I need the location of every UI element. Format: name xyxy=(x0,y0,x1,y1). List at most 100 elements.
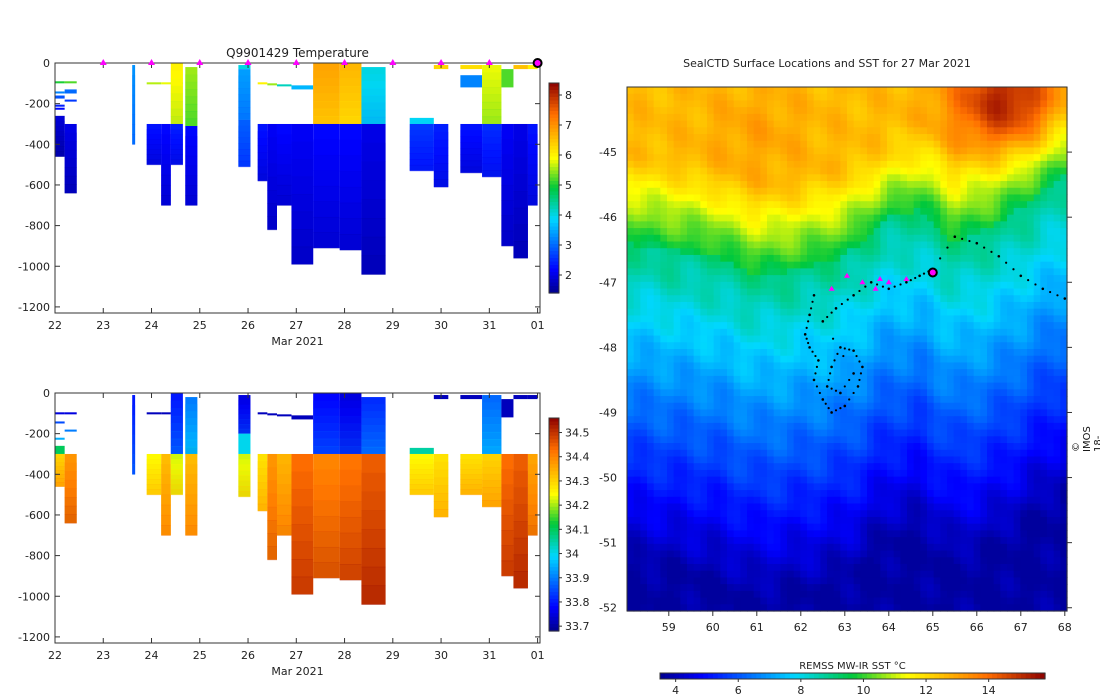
sst-cell xyxy=(820,248,828,256)
profile-cell xyxy=(64,479,77,490)
sst-cell xyxy=(767,113,775,122)
x-tick-label: 24 xyxy=(145,649,159,662)
sst-cell xyxy=(753,335,761,343)
sst-cell xyxy=(840,483,848,491)
sst-cell xyxy=(920,557,928,565)
sst-cell xyxy=(700,550,708,558)
profile-cell xyxy=(339,108,362,117)
sst-cell xyxy=(893,483,901,491)
sst-cell xyxy=(720,436,728,444)
sst-cell xyxy=(860,490,868,498)
sst-cell xyxy=(880,234,888,243)
sst-cell xyxy=(860,167,868,175)
profile-cell xyxy=(339,501,362,518)
sst-cell xyxy=(927,396,935,404)
sst-cell xyxy=(800,228,808,236)
profile-cell xyxy=(339,234,362,251)
sst-cell xyxy=(720,113,728,122)
sst-cell xyxy=(640,510,648,518)
sst-cell xyxy=(873,456,881,464)
sst-cell xyxy=(767,516,775,525)
sst-cell xyxy=(733,469,741,478)
sst-cell xyxy=(973,308,981,317)
sst-cell xyxy=(873,604,881,612)
profile-cell xyxy=(185,494,198,506)
sst-cell xyxy=(820,469,828,478)
sst-cell xyxy=(793,590,801,599)
sst-cell xyxy=(713,396,721,404)
sst-cell xyxy=(900,100,908,108)
sst-cell xyxy=(887,127,895,135)
sst-cell xyxy=(980,550,988,558)
sst-cell xyxy=(680,241,688,249)
sst-cell xyxy=(660,402,668,411)
sst-cell xyxy=(967,463,975,471)
sst-cell xyxy=(967,382,975,390)
sst-cell xyxy=(673,550,681,558)
sst-cell xyxy=(720,234,728,243)
sst-cell xyxy=(867,476,875,484)
sst-cell xyxy=(973,537,981,545)
x-tick-label: 24 xyxy=(145,319,159,332)
sst-cell xyxy=(787,463,795,471)
sst-cell xyxy=(667,577,675,585)
sst-cell xyxy=(647,221,655,229)
sst-cell xyxy=(733,308,741,317)
sst-cell xyxy=(693,389,701,397)
sst-cell xyxy=(847,214,855,222)
sst-cell xyxy=(713,234,721,243)
sst-cell xyxy=(680,577,688,585)
sst-cell xyxy=(780,328,788,337)
sst-cell xyxy=(873,147,881,155)
sst-cell xyxy=(840,140,848,149)
sst-cell xyxy=(800,597,808,605)
profile-cell xyxy=(361,585,386,605)
sst-cell xyxy=(813,570,821,579)
sst-cell xyxy=(653,537,661,545)
sst-cell xyxy=(973,402,981,411)
sst-cell xyxy=(680,187,688,196)
sst-cell xyxy=(967,174,975,182)
sst-cell xyxy=(773,389,781,397)
sst-cell xyxy=(807,456,815,464)
sst-cell xyxy=(900,248,908,256)
sst-cell xyxy=(673,476,681,484)
sst-cell xyxy=(827,516,835,525)
sst-cell xyxy=(693,375,701,384)
sst-cell xyxy=(980,584,988,592)
sst-cell xyxy=(980,396,988,404)
sst-cell xyxy=(860,543,868,552)
sst-cell xyxy=(860,496,868,505)
sst-cell xyxy=(860,550,868,558)
profile-cell xyxy=(64,132,77,142)
colorbar-swatch xyxy=(549,513,559,518)
profile-cell xyxy=(409,117,434,124)
sst-cell xyxy=(940,563,948,572)
sst-cell xyxy=(887,443,895,451)
sst-cell xyxy=(947,288,955,296)
sst-cell xyxy=(953,221,961,229)
sst-cell xyxy=(727,207,735,216)
sst-cell xyxy=(960,362,968,370)
sst-cell xyxy=(840,396,848,404)
sst-cell xyxy=(780,315,788,323)
sst-cell xyxy=(867,429,875,437)
sst-cell xyxy=(927,355,935,364)
sst-cell xyxy=(707,443,715,451)
sst-cell xyxy=(907,443,915,451)
colorbar-swatch xyxy=(549,435,559,440)
sst-cell xyxy=(933,100,941,108)
sst-cell xyxy=(873,100,881,108)
sst-cell xyxy=(833,557,841,565)
sst-cell xyxy=(773,523,781,531)
sst-cell xyxy=(967,355,975,364)
colorbar-swatch xyxy=(549,93,559,98)
sst-cell xyxy=(800,483,808,491)
sst-cell xyxy=(773,416,781,424)
sst-cell xyxy=(947,234,955,243)
profile-cell xyxy=(276,134,292,145)
sst-cell xyxy=(920,288,928,296)
sst-cell xyxy=(673,228,681,236)
sst-cell xyxy=(853,154,861,162)
sst-cell xyxy=(700,322,708,330)
